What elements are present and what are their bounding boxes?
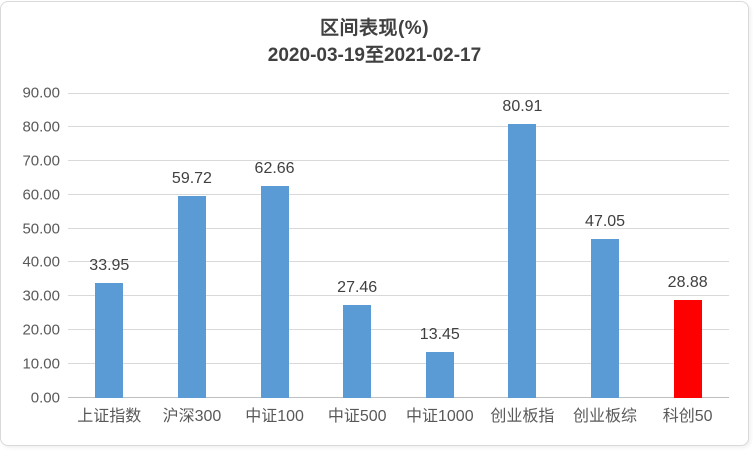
y-axis-tick-label: 90.00	[22, 84, 60, 102]
chart-subtitle: 2020-03-19至2021-02-17	[267, 45, 482, 66]
y-axis-tick-label: 10.00	[22, 355, 60, 373]
x-axis-category-label: 中证1000	[406, 408, 474, 425]
y-axis-tick-label: 40.00	[22, 253, 60, 271]
y-axis-tick-label: 70.00	[22, 152, 60, 170]
bar-value-label: 27.46	[337, 278, 378, 296]
bar-value-label: 47.05	[585, 212, 626, 230]
y-axis-tick-label: 0.00	[30, 389, 60, 407]
bar-value-label: 13.45	[419, 326, 460, 344]
plot-area: 33.95 59.72 62.66 27.46 13.45 80.91 47.05 28.88	[68, 93, 729, 398]
chart-title: 区间表现(%)	[319, 18, 430, 39]
gridline	[68, 159, 729, 161]
bar-科创50	[673, 300, 702, 398]
x-axis-category-label: 创业板指	[490, 408, 555, 425]
bar-沪深300	[177, 195, 206, 398]
y-axis-tick-label: 50.00	[22, 220, 60, 238]
x-axis-category-labels: 上证指数 沪深300 中证100 中证500 中证1000 创业板指 创业板综 科创50	[68, 407, 729, 431]
bar-value-label: 59.72	[171, 169, 212, 187]
y-axis-tick-label: 60.00	[22, 186, 60, 204]
gridline	[68, 261, 729, 263]
bar-value-label: 28.88	[667, 274, 708, 292]
gridline	[68, 227, 729, 229]
bar-value-label: 33.95	[89, 256, 130, 274]
gridline	[68, 193, 729, 195]
x-axis-line	[68, 397, 729, 398]
bar-中证100	[260, 185, 289, 398]
x-axis-category-label: 创业板综	[573, 408, 638, 425]
gridline	[68, 93, 729, 94]
x-axis-category-label: 沪深300	[162, 408, 222, 425]
x-axis-category-label: 上证指数	[77, 408, 142, 425]
y-axis-tick-label: 30.00	[22, 287, 60, 305]
x-axis-category-label: 中证100	[245, 408, 304, 425]
x-axis-category-label: 中证500	[327, 408, 387, 425]
bar-value-label: 80.91	[502, 97, 543, 115]
bar-上证指数	[95, 282, 124, 398]
bar-创业板指	[508, 123, 537, 398]
gridline	[68, 329, 729, 331]
bar-创业板综	[591, 238, 620, 398]
y-axis-tick-label: 20.00	[22, 321, 60, 339]
chart-frame	[0, 1, 749, 446]
y-axis-tick-labels: 0.00 10.00 20.00 30.00 40.00 50.00 60.00 70.00 8…	[0, 86, 60, 406]
gridline	[68, 125, 729, 127]
gridline	[68, 295, 729, 297]
y-axis-tick-label: 80.00	[22, 118, 60, 136]
bar-中证1000	[425, 352, 454, 398]
bar-value-label: 62.66	[254, 159, 295, 177]
gridline	[68, 363, 729, 365]
bar-中证500	[343, 304, 372, 398]
x-axis-category-label: 科创50	[662, 408, 713, 425]
